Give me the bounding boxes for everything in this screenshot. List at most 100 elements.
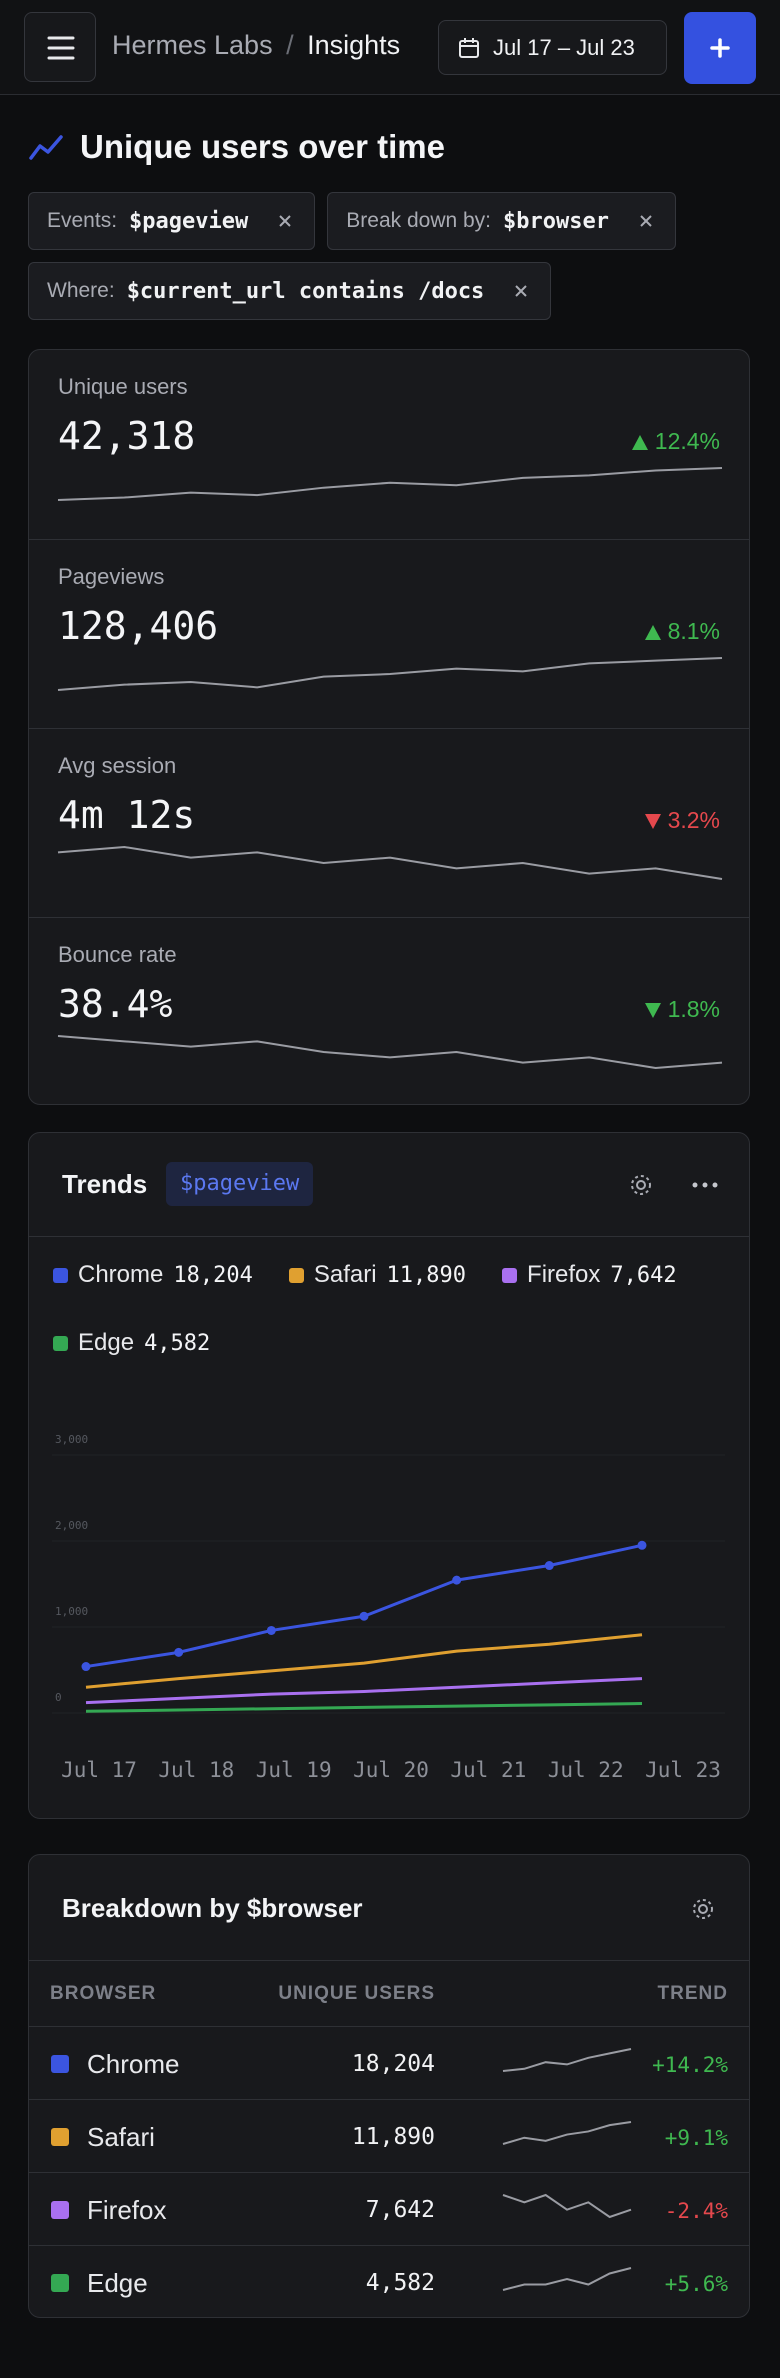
series-line (85, 1633, 643, 1689)
user-count: 4,582 (365, 2270, 435, 2296)
y-tick-label: 0 (55, 1691, 62, 1704)
legend-item[interactable]: Edge 4,582 (53, 1329, 210, 1357)
column-header: BROWSER (50, 1983, 157, 2004)
breakdown-card: Breakdown by $browser BROWSER UNIQUE USER… (28, 1854, 750, 2318)
color-swatch (51, 2128, 69, 2146)
legend-item[interactable]: Safari 11,890 (288, 1261, 466, 1289)
event-tag[interactable]: $pageview (166, 1162, 314, 1206)
color-swatch (51, 2055, 69, 2073)
remove-filter[interactable] (635, 210, 657, 232)
series-line (85, 1677, 643, 1705)
line-chart: 0 1,000 2,000 3,000 Jul 17 Jul 18 Jul 19 Jul 20… (52, 1433, 725, 1782)
metric-row: Pageviews 128,406 8.1% (29, 539, 749, 728)
filter-label: Break down by: (346, 209, 492, 232)
remove-filter[interactable] (510, 280, 532, 302)
point (174, 1647, 184, 1657)
table-row[interactable]: Edge 4,582 +5.6% (29, 2246, 749, 2319)
legend-total: 18,204 (173, 1262, 253, 1288)
table-row[interactable]: Chrome 18,204 +14.2% (29, 2027, 749, 2100)
card-header (29, 1855, 749, 1961)
column-header: UNIQUE USERS (278, 1983, 435, 2004)
trend-value: +14.2% (652, 2053, 728, 2077)
filter-chip[interactable]: Where: $current_url contains /docs (28, 262, 552, 320)
remove-filter[interactable] (274, 210, 296, 232)
settings-button[interactable] (625, 1169, 657, 1201)
menu-icon (47, 36, 75, 60)
x-tick-label: Jul 19 (256, 1758, 332, 1782)
legend: Chrome 18,204 Safari 11,890 Firefox 7,642 Edge… (53, 1261, 743, 1357)
arrow (631, 434, 648, 450)
point (637, 1540, 647, 1550)
metric-label: Pageviews (58, 564, 165, 589)
browser-name: Edge (87, 2268, 148, 2298)
trend-arrow (631, 434, 648, 450)
arrow (644, 813, 661, 829)
delta-value: 1.8% (667, 996, 720, 1022)
sparkline (502, 2193, 632, 2219)
point (452, 1575, 462, 1585)
legend-swatch (53, 1267, 68, 1283)
sparkline (57, 467, 723, 501)
separator: / (286, 30, 294, 60)
metric-row: Bounce rate 38.4% 1.8% (29, 917, 749, 1106)
settings-button[interactable] (687, 1893, 719, 1925)
close-icon (515, 285, 528, 297)
sparkline (502, 2048, 632, 2072)
user-count: 7,642 (365, 2197, 435, 2223)
metric-sparkline (57, 845, 723, 880)
filter-chip[interactable]: Break down by: $browser (327, 192, 676, 250)
legend-item[interactable]: Chrome 18,204 (53, 1261, 253, 1289)
filter-label: Where: (47, 279, 115, 302)
arrow (644, 624, 661, 640)
table-row[interactable]: Firefox 7,642 -2.4% (29, 2173, 749, 2246)
arrow (644, 1002, 661, 1018)
browser-name: Chrome (87, 2049, 180, 2079)
color-swatch (51, 2274, 69, 2292)
metric-label: Avg session (58, 753, 177, 778)
legend-name: Firefox (527, 1261, 601, 1288)
y-tick-label: 1,000 (55, 1605, 88, 1618)
workspace[interactable]: Hermes Labs (112, 30, 273, 60)
more-button[interactable] (689, 1169, 721, 1201)
x-tick-label: Jul 21 (450, 1758, 526, 1782)
series-line (85, 1702, 643, 1713)
legend-total: 7,642 (610, 1262, 677, 1288)
metric-sparkline (57, 467, 723, 501)
close-icon (279, 215, 291, 227)
sparkline (502, 2121, 632, 2145)
legend-swatch (288, 1267, 304, 1283)
metric-label: Bounce rate (58, 942, 177, 967)
table-header: BROWSER UNIQUE USERS TREND (29, 1961, 749, 2027)
browser-name: Safari (87, 2122, 155, 2152)
legend-swatch (53, 1335, 68, 1351)
date-picker[interactable]: Jul 17 – Jul 23 (438, 20, 667, 75)
metric-label: Unique users (58, 374, 188, 399)
page-title: Unique users over time (80, 128, 445, 165)
trend-value: +9.1% (664, 2126, 728, 2150)
delta-value: 3.2% (667, 807, 720, 833)
user-count: 11,890 (351, 2124, 435, 2150)
legend-total: 4,582 (144, 1330, 211, 1356)
point (359, 1611, 369, 1621)
filter-chip[interactable]: Events: $pageview (28, 192, 316, 250)
add-button[interactable] (684, 12, 756, 84)
metric-sparkline (57, 1035, 723, 1070)
trend-value: +5.6% (664, 2272, 728, 2296)
browser-name: Firefox (87, 2195, 167, 2225)
menu-button[interactable] (24, 12, 96, 82)
legend-item[interactable]: Firefox 7,642 (502, 1261, 677, 1289)
trend-arrow (644, 813, 661, 829)
metric-value: 42,318 (58, 414, 196, 458)
delta-value: 12.4% (654, 428, 720, 454)
metric-delta: 12.4% (631, 428, 720, 455)
metric-row: Avg session 4m 12s 3.2% (29, 728, 749, 917)
trend-arrow (644, 624, 661, 640)
trend-icon (29, 135, 63, 160)
card-header (29, 1133, 749, 1237)
plus-icon (710, 38, 730, 58)
filter-bar: Events: $pageview Break down by: $browser Wh… (28, 192, 752, 320)
x-tick-label: Jul 17 (61, 1758, 137, 1782)
y-tick-label: 2,000 (55, 1519, 88, 1532)
table-row[interactable]: Safari 11,890 +9.1% (29, 2100, 749, 2173)
color-swatch (51, 2201, 69, 2219)
